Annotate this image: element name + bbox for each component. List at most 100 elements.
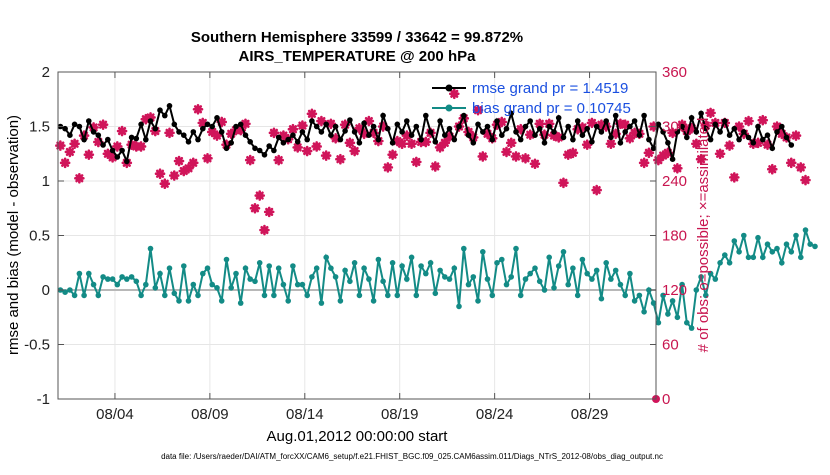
- obs-markers: [55, 88, 811, 403]
- rmse-point: [589, 139, 595, 145]
- bias-point: [570, 265, 576, 272]
- bias-point: [389, 260, 396, 266]
- bias-point: [660, 292, 666, 299]
- rmse-point: [181, 132, 187, 138]
- obs-marker: [102, 148, 114, 160]
- obs-marker: [714, 148, 726, 160]
- bias-point: [176, 298, 182, 304]
- bias-point: [128, 274, 135, 280]
- bias-point: [451, 265, 458, 272]
- bias-point: [119, 274, 125, 280]
- bias-point: [76, 270, 83, 277]
- bias-point: [242, 265, 249, 272]
- bias-point: [81, 292, 87, 299]
- rmse-point: [551, 129, 557, 135]
- rmse-point: [309, 118, 315, 124]
- rmse-point: [195, 136, 201, 143]
- obs-marker: [800, 174, 811, 186]
- bias-point: [204, 265, 211, 272]
- rmse-point: [81, 136, 87, 143]
- rmse-point: [138, 121, 144, 128]
- rmse-point: [774, 129, 780, 135]
- rmse-point: [508, 110, 514, 117]
- obs-marker: [192, 103, 204, 115]
- bias-point: [247, 276, 253, 282]
- rmse-point: [247, 139, 253, 145]
- rmse-point: [437, 118, 443, 124]
- rmse-point: [285, 136, 292, 143]
- bias-point: [489, 292, 496, 299]
- bias-point: [256, 260, 263, 266]
- obs-marker: [55, 140, 66, 151]
- bias-point: [617, 281, 624, 288]
- y2-tick-label: 360: [662, 64, 687, 81]
- y2-tick-label: 0: [662, 391, 670, 408]
- rmse-point: [200, 125, 206, 132]
- bias-point: [707, 270, 714, 277]
- rmse-point: [499, 132, 505, 138]
- obs-marker: [448, 88, 460, 100]
- bias-point: [342, 267, 348, 274]
- bias-point: [152, 285, 159, 291]
- rmse-point: [541, 140, 548, 146]
- bias-point: [636, 292, 643, 299]
- obs-marker: [596, 119, 607, 130]
- obs-marker: [93, 136, 104, 148]
- obs-marker: [112, 141, 123, 152]
- y-tick-label: -1: [37, 391, 50, 408]
- bias-point: [612, 267, 619, 274]
- bias-point: [385, 292, 391, 299]
- bias-point: [299, 281, 306, 288]
- obs-marker: [335, 153, 346, 165]
- obs-marker: [411, 156, 422, 168]
- bias-point: [650, 300, 657, 306]
- obs-marker: [501, 146, 512, 158]
- bias-point: [499, 256, 505, 263]
- bias-point: [304, 292, 311, 299]
- obs-marker: [420, 136, 432, 148]
- bias-point: [589, 276, 595, 282]
- obs-marker: [496, 116, 508, 128]
- y-axis-label: rmse and bias (model - observation): [5, 115, 22, 355]
- obs-marker: [439, 137, 451, 149]
- rmse-point: [783, 134, 790, 141]
- rmse-point: [745, 134, 752, 141]
- obs-marker: [325, 118, 337, 130]
- y-tick-label: 2: [42, 64, 50, 81]
- bias-point: [280, 281, 287, 288]
- obs-marker: [216, 116, 228, 128]
- rmse-point: [90, 129, 97, 135]
- obs-marker: [202, 152, 213, 164]
- rmse-point: [252, 145, 258, 152]
- bias-point: [423, 270, 429, 277]
- obs-marker: [320, 150, 332, 161]
- bias-point: [124, 276, 130, 282]
- obs-marker: [638, 157, 650, 169]
- bias-point: [456, 303, 462, 310]
- bias-point: [812, 243, 818, 250]
- bias-point: [703, 292, 709, 299]
- rmse-point: [608, 134, 614, 141]
- bias-point: [603, 260, 609, 266]
- bias-point: [593, 267, 600, 274]
- bias-point: [328, 265, 334, 272]
- x-tick-label: 08/19: [381, 406, 419, 423]
- obs-marker: [581, 139, 593, 150]
- obs-marker: [401, 130, 413, 141]
- obs-marker: [235, 124, 247, 136]
- rmse-point: [674, 129, 681, 135]
- rmse-point: [788, 142, 795, 148]
- bias-point: [133, 278, 140, 285]
- rmse-point: [461, 112, 467, 119]
- rmse-point: [617, 140, 624, 146]
- bias-point: [157, 270, 163, 277]
- bias-point: [627, 270, 633, 277]
- bias-point: [475, 298, 481, 304]
- bias-point: [755, 234, 761, 241]
- obs-marker: [273, 154, 284, 166]
- rmse-point: [237, 121, 244, 128]
- obs-marker: [159, 178, 171, 190]
- bias-point: [536, 278, 543, 285]
- bias-point: [470, 274, 477, 280]
- rmse-point: [574, 118, 581, 124]
